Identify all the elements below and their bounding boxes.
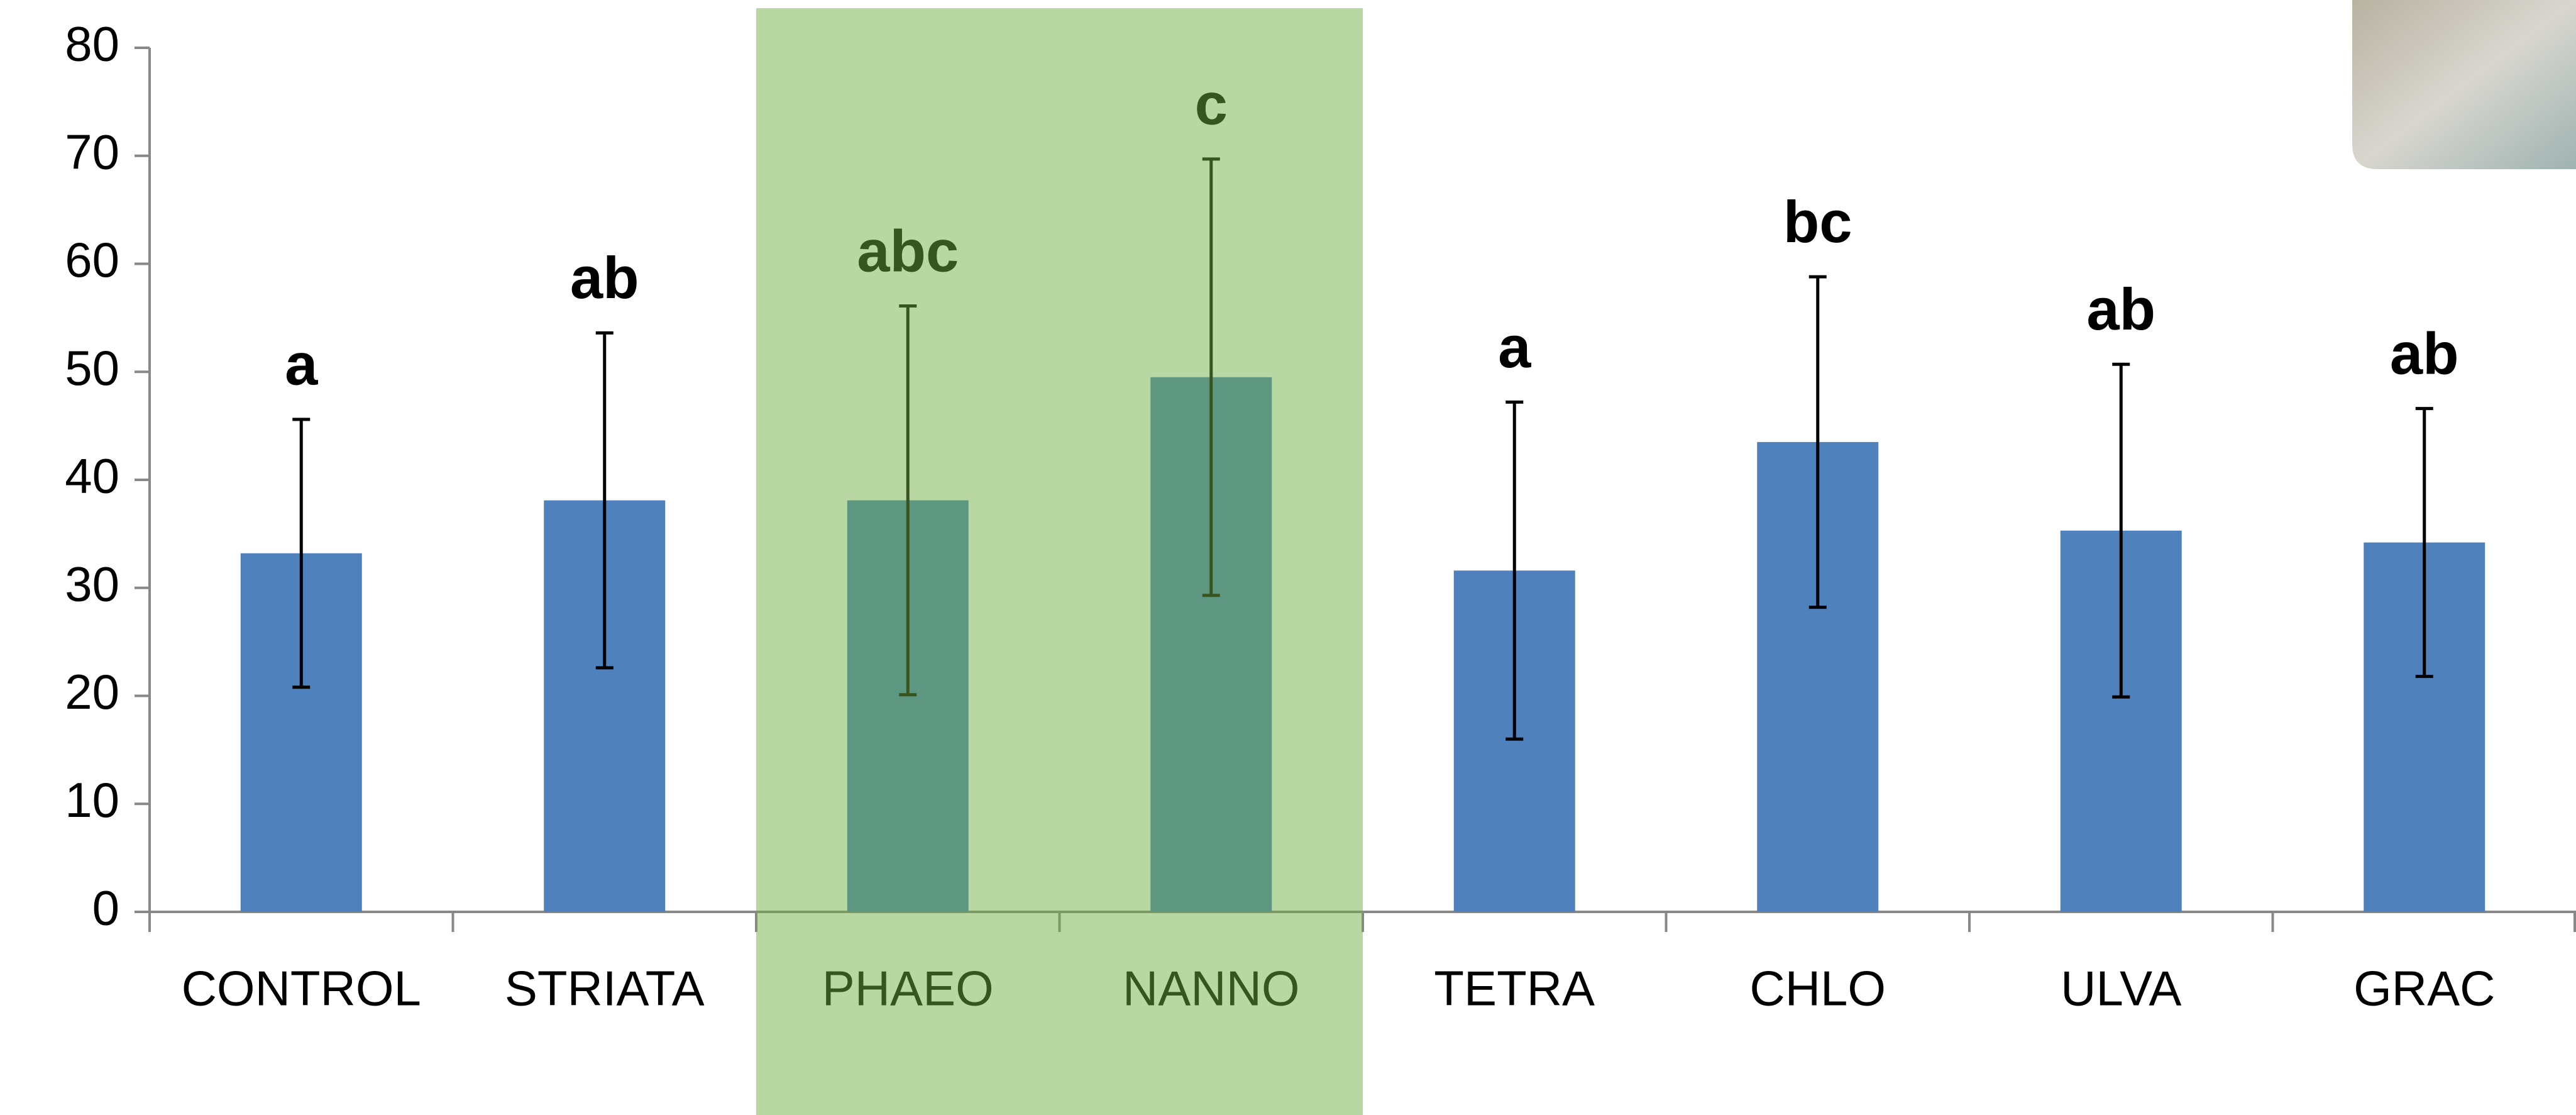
x-tick-label: GRAC (2353, 961, 2495, 1016)
y-tick-label: 60 (65, 232, 119, 287)
y-tick-label: 30 (65, 556, 119, 611)
corner-photo (2352, 0, 2576, 169)
y-tick-label: 20 (65, 664, 119, 719)
x-tick-label: STRIATA (505, 961, 705, 1016)
highlight-region (756, 8, 1363, 1115)
x-tick-label: ULVA (2061, 961, 2181, 1016)
chart: 01020304050607080CONTROLaSTRIATAabPHAEOa… (0, 0, 2576, 1115)
significance-label: bc (1783, 189, 1852, 255)
page: {"chart_data": { "type": "bar", "categor… (0, 0, 2576, 1115)
y-tick-label: 10 (65, 772, 119, 828)
y-tick-label: 70 (65, 124, 119, 179)
x-tick-label: TETRA (1434, 961, 1595, 1016)
significance-label: a (1498, 314, 1531, 380)
x-tick-label: CHLO (1749, 961, 1886, 1016)
x-tick-label: CONTROL (182, 961, 421, 1016)
y-tick-label: 0 (92, 880, 119, 936)
y-tick-label: 80 (65, 16, 119, 72)
significance-label: a (285, 331, 318, 397)
y-tick-label: 50 (65, 340, 119, 396)
significance-label: ab (570, 245, 639, 311)
significance-label: ab (2086, 276, 2155, 342)
significance-label: ab (2390, 320, 2459, 386)
y-tick-label: 40 (65, 448, 119, 504)
